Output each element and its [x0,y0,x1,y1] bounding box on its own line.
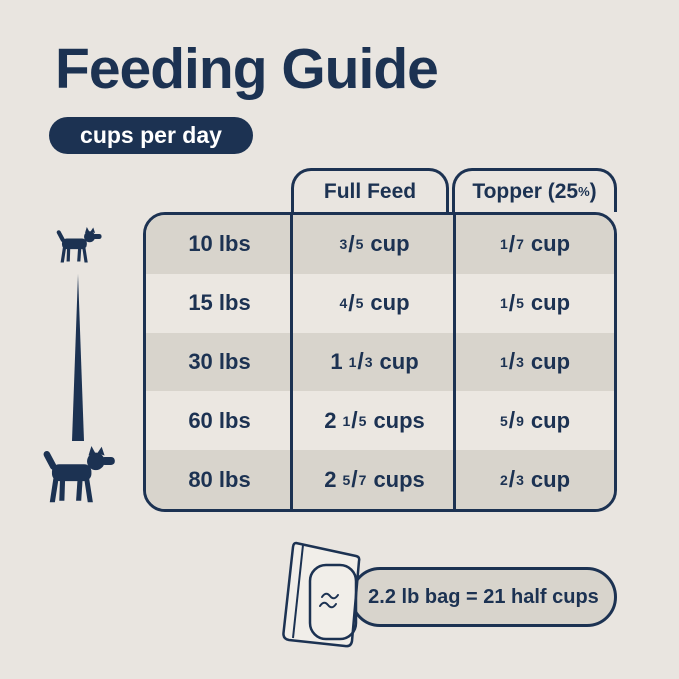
feeding-table: 10 lbs 3/5 cup 1/7 cup 15 lbs 4/5 cup 1/5 cu… [143,212,617,512]
column-header-full-feed: Full Feed [291,168,449,212]
table-row: 10 lbs 3/5 cup 1/7 cup [146,215,614,274]
value-numerator: 1 [348,353,357,370]
table-row: 60 lbs 2 1/5 cups 5/9 cup [146,391,614,450]
value-unit: cup [530,290,571,316]
weight-label: 60 lbs [188,407,251,433]
topper-cell: 1/3 cup [456,333,614,392]
value-unit: cups [373,466,425,492]
value-numerator: 5 [499,412,508,429]
weight-cell: 15 lbs [146,274,293,333]
value-whole: 2 [324,407,337,433]
full-feed-cell: 2 5/7 cups [293,450,456,509]
topper-header-paren: ) [589,179,597,203]
value-whole: 2 [324,466,337,492]
weight-cell: 60 lbs [146,391,293,450]
fraction-slash: / [508,407,516,434]
bag-note-label: 2.2 lb bag = 21 half cups [368,585,599,608]
topper-cell: 1/7 cup [456,215,614,274]
value-denominator: 7 [516,236,524,253]
full-feed-header-label: Full Feed [323,179,417,203]
weight-label: 30 lbs [188,348,251,374]
value-numerator: 4 [339,295,348,312]
page-title: Feeding Guide [55,37,439,101]
weight-label: 80 lbs [188,466,251,492]
value-denominator: 5 [516,295,524,312]
table-row: 30 lbs 1 1/3 cup 1/3 cup [146,332,614,392]
value-denominator: 7 [358,471,367,488]
value-unit: cup [370,231,410,257]
fraction-slash: / [357,348,364,375]
column-divider [290,215,293,509]
value-whole: 1 [330,348,343,374]
bag-note-pill: 2.2 lb bag = 21 half cups [350,567,617,627]
table-row: 15 lbs 4/5 cup 1/5 cup [146,274,614,333]
weight-cell: 10 lbs [146,215,293,274]
topper-header-percent: % [578,184,590,199]
full-feed-cell: 2 1/5 cups [293,391,456,450]
value-numerator: 1 [342,412,351,429]
fraction-slash: / [508,230,516,257]
value-denominator: 5 [355,236,364,253]
value-denominator: 9 [516,412,524,429]
size-range-taper [72,274,84,441]
full-feed-cell: 3/5 cup [293,215,456,274]
weight-label: 10 lbs [188,231,251,257]
value-numerator: 1 [499,236,508,253]
value-numerator: 1 [499,295,508,312]
value-unit: cup [370,290,410,316]
table-row: 80 lbs 2 5/7 cups 2/3 cup [146,450,614,509]
value-denominator: 5 [355,295,364,312]
large-dog-icon [43,446,115,503]
value-unit: cups [373,407,425,433]
value-unit: cup [530,407,571,433]
value-denominator: 3 [516,471,524,488]
value-unit: cup [379,348,419,374]
value-unit: cup [530,348,571,374]
full-feed-cell: 4/5 cup [293,274,456,333]
cups-per-day-badge: cups per day [49,117,253,154]
fraction-slash: / [348,230,355,257]
topper-cell: 5/9 cup [456,391,614,450]
value-denominator: 3 [364,353,373,370]
fraction-slash: / [348,289,355,316]
weight-cell: 30 lbs [146,333,293,392]
fraction-slash: / [508,348,516,375]
weight-cell: 80 lbs [146,450,293,509]
fraction-slash: / [508,289,516,316]
value-unit: cup [530,466,571,492]
column-divider [453,215,456,509]
fraction-slash: / [351,407,358,434]
value-numerator: 5 [342,471,351,488]
topper-header-label: Topper (25 [472,179,579,203]
value-numerator: 2 [499,471,508,488]
column-header-topper: Topper (25%) [452,168,617,212]
value-numerator: 1 [499,353,508,370]
fraction-slash: / [508,466,516,493]
fraction-slash: / [351,466,358,493]
value-numerator: 3 [339,236,348,253]
dog-food-bag-icon [282,541,361,648]
small-dog-icon [56,227,102,263]
value-unit: cup [530,231,571,257]
topper-cell: 1/5 cup [456,274,614,333]
topper-cell: 2/3 cup [456,450,614,509]
weight-label: 15 lbs [188,290,251,316]
value-denominator: 3 [516,353,524,370]
full-feed-cell: 1 1/3 cup [293,333,456,392]
value-denominator: 5 [358,412,367,429]
cups-per-day-badge-label: cups per day [80,122,222,148]
